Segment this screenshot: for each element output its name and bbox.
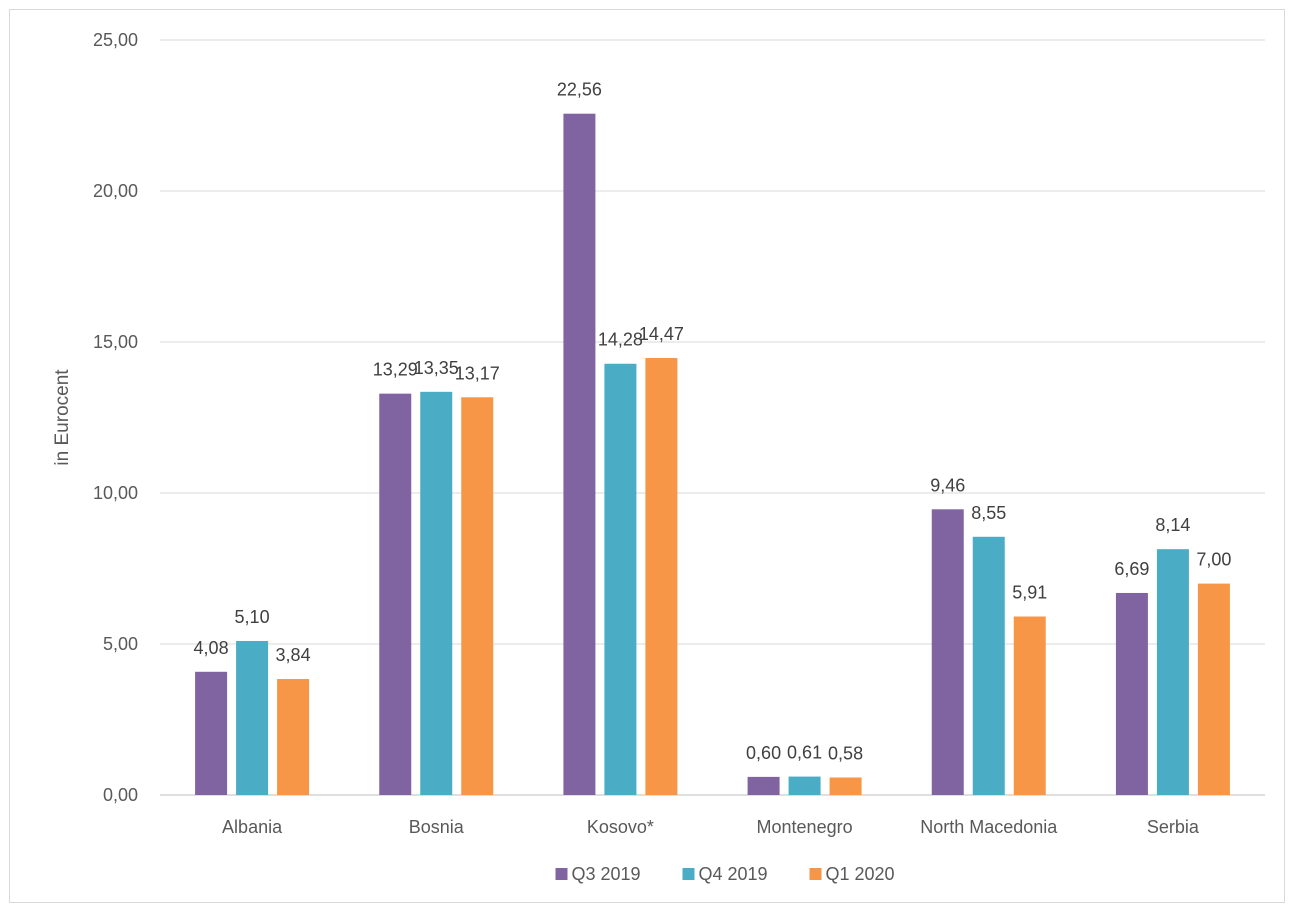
data-label: 22,56 [557, 80, 602, 100]
bar [236, 640, 269, 795]
data-label: 14,47 [639, 324, 684, 344]
data-label: 13,17 [455, 363, 500, 383]
bar [1156, 549, 1189, 795]
legend-swatch [809, 868, 822, 880]
bar [420, 391, 453, 795]
bar [379, 393, 412, 795]
category-label: Kosovo* [587, 817, 654, 837]
data-label: 0,58 [828, 743, 863, 763]
data-label: 5,91 [1012, 583, 1047, 603]
bar [972, 536, 1005, 795]
data-label: 0,61 [787, 743, 822, 763]
legend-swatch [555, 868, 568, 880]
legend: Q3 2019 Q4 2019 Q1 2020 [555, 864, 895, 884]
y-tick-label: 10,00 [93, 483, 138, 503]
data-label: 14,28 [598, 330, 643, 350]
data-label: 8,14 [1155, 515, 1190, 535]
legend-label: Q4 2019 [699, 864, 768, 884]
bar [277, 679, 310, 795]
bar [788, 776, 821, 795]
legend-swatch [682, 868, 695, 880]
bar [1197, 583, 1230, 795]
y-axis-ticks: 0,00 5,00 10,00 15,00 20,00 25,00 [93, 30, 138, 805]
legend-label: Q1 2020 [826, 864, 895, 884]
data-label: 0,60 [746, 743, 781, 763]
bar [829, 777, 862, 795]
bar [931, 509, 964, 795]
data-label: 4,08 [194, 638, 229, 658]
category-label: North Macedonia [920, 817, 1058, 837]
data-label: 13,35 [414, 358, 459, 378]
category-label: Montenegro [757, 817, 853, 837]
y-tick-label: 5,00 [103, 634, 138, 654]
category-label: Albania [222, 817, 283, 837]
bar [1013, 616, 1046, 795]
bar [645, 358, 678, 795]
category-label: Serbia [1147, 817, 1200, 837]
data-label: 6,69 [1114, 559, 1149, 579]
bar [604, 363, 637, 795]
legend-label: Q3 2019 [572, 864, 641, 884]
y-axis-title: in Eurocent [52, 369, 73, 466]
data-label: 9,46 [930, 475, 965, 495]
y-tick-label: 15,00 [93, 332, 138, 352]
data-label: 8,55 [971, 503, 1006, 523]
data-label: 13,29 [373, 360, 418, 380]
category-label: Bosnia [409, 817, 465, 837]
y-tick-label: 20,00 [93, 181, 138, 201]
x-axis-categories: Albania Bosnia Kosovo* Montenegro North Mace… [222, 817, 1200, 837]
bar [461, 397, 494, 795]
y-tick-label: 25,00 [93, 30, 138, 50]
bar [195, 671, 228, 795]
bar [747, 776, 780, 795]
data-label: 5,10 [235, 607, 270, 627]
data-label: 3,84 [276, 645, 311, 665]
bars [195, 113, 1230, 796]
bar [563, 113, 596, 796]
data-label: 7,00 [1196, 550, 1231, 570]
y-tick-label: 0,00 [103, 785, 138, 805]
gridlines [160, 39, 1265, 796]
bar [1115, 592, 1148, 795]
